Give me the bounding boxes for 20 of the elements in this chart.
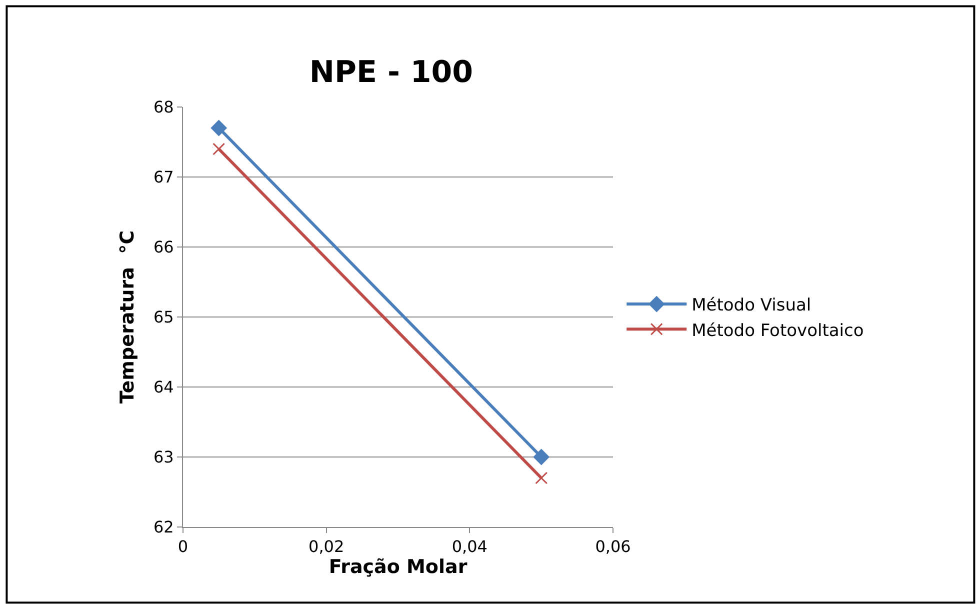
y-tick-label: 65 (153, 308, 174, 327)
x-tick-label: 0,02 (308, 537, 344, 556)
point (210, 120, 227, 136)
y-axis-title: Temperatura °C (116, 230, 138, 404)
y-tick-label: 68 (153, 98, 174, 117)
chart-title: NPE - 100 (309, 54, 473, 90)
y-tick-label: 63 (153, 448, 174, 467)
legend-label: Método Fotovoltaico (692, 320, 864, 341)
y-tick-label: 67 (153, 168, 174, 187)
legend-label: Método Visual (692, 296, 812, 316)
x-tick-label: 0,04 (452, 537, 488, 556)
y-tick-label: 64 (153, 378, 174, 397)
point (533, 449, 550, 465)
x-axis-title: Fração Molar (328, 556, 468, 578)
y-tick-label: 62 (153, 518, 174, 537)
point (212, 142, 226, 156)
y-tick-label: 66 (153, 238, 174, 257)
x-tick-label: 0 (178, 537, 188, 556)
x-tick-label: 0,06 (595, 537, 631, 556)
point (535, 472, 548, 484)
